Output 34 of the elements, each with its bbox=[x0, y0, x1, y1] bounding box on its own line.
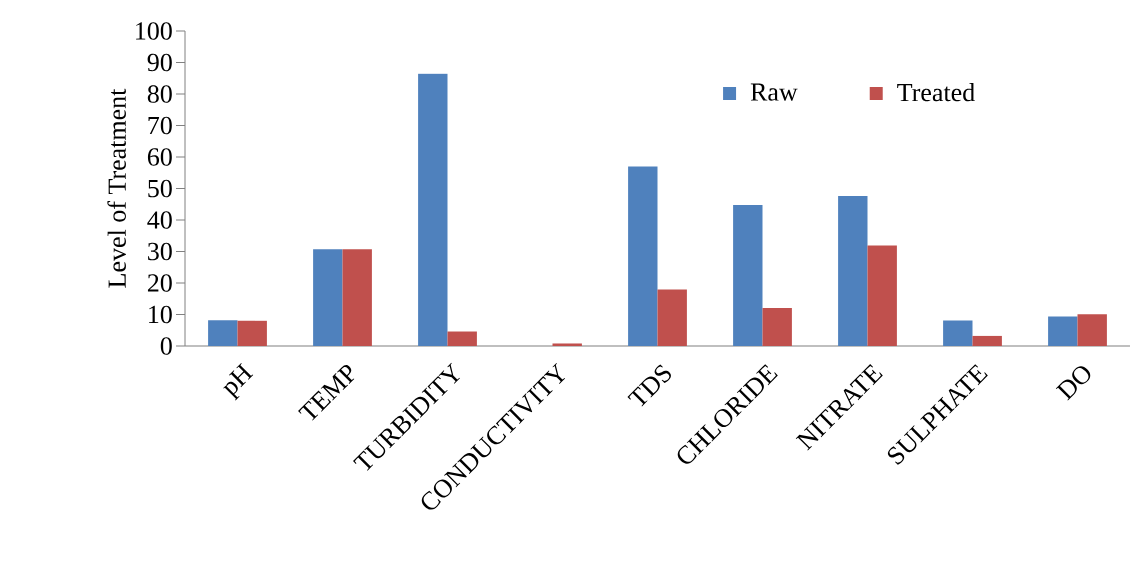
bar bbox=[237, 320, 267, 346]
legend-label: Raw bbox=[750, 83, 798, 101]
y-tick-label: 10 bbox=[149, 305, 172, 324]
y-tick-label: 80 bbox=[147, 85, 172, 103]
y-tick-label: 100 bbox=[136, 22, 172, 40]
bar bbox=[733, 204, 763, 346]
bar bbox=[867, 245, 897, 346]
y-tick-label: 20 bbox=[147, 274, 172, 292]
y-tick-label: 70 bbox=[148, 116, 172, 135]
bar bbox=[657, 289, 687, 346]
bar bbox=[208, 320, 238, 346]
y-tick-label: 90 bbox=[147, 53, 172, 72]
bar bbox=[418, 73, 448, 346]
bar bbox=[943, 320, 973, 346]
bar bbox=[762, 307, 792, 346]
bar bbox=[552, 343, 582, 346]
x-tick-label: pH bbox=[223, 362, 254, 401]
y-axis-title: Level of Treatment bbox=[107, 88, 126, 288]
y-tick-label: 30 bbox=[148, 242, 172, 261]
bar bbox=[1077, 314, 1107, 346]
y-tick-label: 40 bbox=[147, 211, 172, 229]
x-tick-label: TDS bbox=[627, 364, 671, 407]
x-tick-label: DO bbox=[1055, 366, 1091, 401]
y-tick-label: 50 bbox=[148, 179, 172, 198]
bar bbox=[313, 249, 343, 346]
bar bbox=[972, 335, 1002, 346]
legend-label: Treated bbox=[897, 83, 975, 102]
bar bbox=[447, 331, 477, 346]
y-tick-label: 0 bbox=[160, 337, 172, 355]
bar bbox=[628, 166, 658, 346]
bar bbox=[1048, 316, 1078, 346]
y-tick-label: 60 bbox=[147, 148, 172, 166]
bar bbox=[838, 196, 868, 346]
bar bbox=[342, 249, 372, 346]
